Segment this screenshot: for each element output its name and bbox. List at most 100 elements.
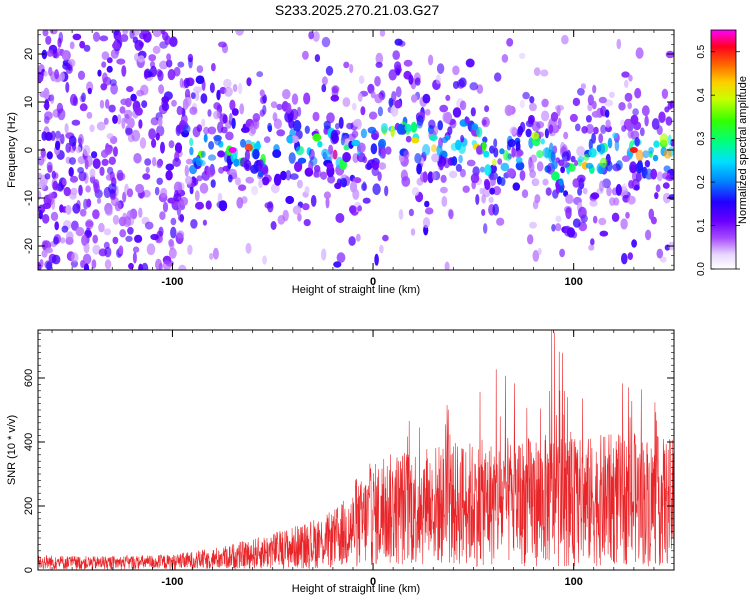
heatmap-cell [441,137,448,144]
heatmap-cell [124,97,132,108]
heatmap-cell [577,187,583,196]
heatmap-cell [536,161,544,172]
heatmap-cell [144,158,152,166]
heatmap-cell [662,192,671,204]
heatmap-cell [134,234,143,243]
heatmap-cell [245,163,250,170]
heatmap-cell [411,186,420,196]
heatmap-cell [105,208,113,216]
heatmap-cell [75,226,85,237]
heatmap-cell [447,126,453,136]
heatmap-cell [577,156,585,163]
heatmap-cell [104,259,112,270]
heatmap-cell [54,221,59,231]
heatmap-cell [667,101,673,110]
heatmap-cell [312,111,320,122]
heatmap-cell [40,147,46,158]
heatmap-cell [635,47,644,59]
heatmap-cell [436,144,443,156]
heatmap-cell [533,67,541,76]
heatmap-cell [178,264,187,270]
heatmap-peak [411,137,420,144]
heatmap-cell [196,175,203,182]
heatmap-cell [325,196,330,209]
heatmap-cell [252,148,260,160]
heatmap-cell [141,100,148,108]
heatmap-cell [250,164,259,174]
heatmap-cell [310,195,317,207]
heatmap-cell [621,71,630,78]
heatmap-cell [216,89,221,101]
heatmap-cell [212,247,219,260]
heatmap-cell [58,31,64,44]
heatmap-cell [272,149,282,159]
heatmap-cell [262,255,267,265]
heatmap-cell [436,63,445,74]
heatmap-cell [667,134,672,146]
heatmap-cell [144,221,154,230]
heatmap-cell [188,57,193,69]
heatmap-cell [148,54,157,62]
heatmap-cell [561,34,569,45]
heatmap-cell [235,177,241,186]
heatmap-cell [189,186,194,195]
heatmap-cell [588,244,595,251]
heatmap-cell [177,61,185,68]
heatmap-cell [263,136,271,144]
heatmap-cell [489,164,497,174]
heatmap-cell [650,168,658,180]
heatmap-cell [529,96,535,104]
heatmap-cell [176,230,185,239]
heatmap-cell [78,184,83,196]
heatmap-cell [262,94,267,104]
heatmap-cell [137,55,145,63]
heatmap-cell [481,209,486,216]
heatmap-cell [211,62,216,72]
heatmap-cell [522,91,530,100]
heatmap-cell [627,129,634,139]
heatmap-cell [515,140,521,153]
y-tick-label: -20 [23,238,35,254]
heatmap-cell [630,114,639,125]
heatmap-cell [568,163,576,172]
heatmap-cell [232,84,238,92]
heatmap-cell [572,218,581,228]
heatmap-cell [428,54,434,66]
spectrogram-xlabel: Height of straight line (km) [292,284,420,296]
heatmap-cell [599,180,604,192]
heatmap-cell [443,111,453,124]
heatmap-cell [644,115,649,127]
heatmap-cell [528,161,535,173]
x-tick-label: -100 [161,276,183,288]
heatmap-cell [158,84,165,95]
heatmap-cell [629,161,637,174]
heatmap-cell [217,192,223,204]
heatmap-cell [656,248,664,259]
heatmap-cell [470,173,480,184]
heatmap-cell [185,158,193,165]
heatmap-cell [651,118,660,130]
heatmap-cell [69,41,75,50]
heatmap-cell [452,65,460,76]
heatmap-cell [208,141,215,150]
heatmap-cell [194,190,200,202]
y-tick-label: -10 [23,190,35,206]
heatmap-cell [490,175,496,187]
heatmap-cell [53,236,59,245]
heatmap-cell [519,52,526,60]
heatmap-cell [151,138,157,148]
heatmap-cell [466,159,476,167]
heatmap-cell [493,138,498,148]
heatmap-cell [405,135,412,143]
heatmap-cell [89,124,95,133]
heatmap-cell [123,216,132,228]
heatmap-cell [205,200,212,210]
heatmap-cell [408,208,414,217]
heatmap-cell [297,157,307,164]
heatmap-cell [246,77,252,87]
heatmap-cell [196,65,204,73]
heatmap-cell [77,70,86,81]
snr-frame [37,329,675,571]
heatmap-cell [648,146,654,154]
